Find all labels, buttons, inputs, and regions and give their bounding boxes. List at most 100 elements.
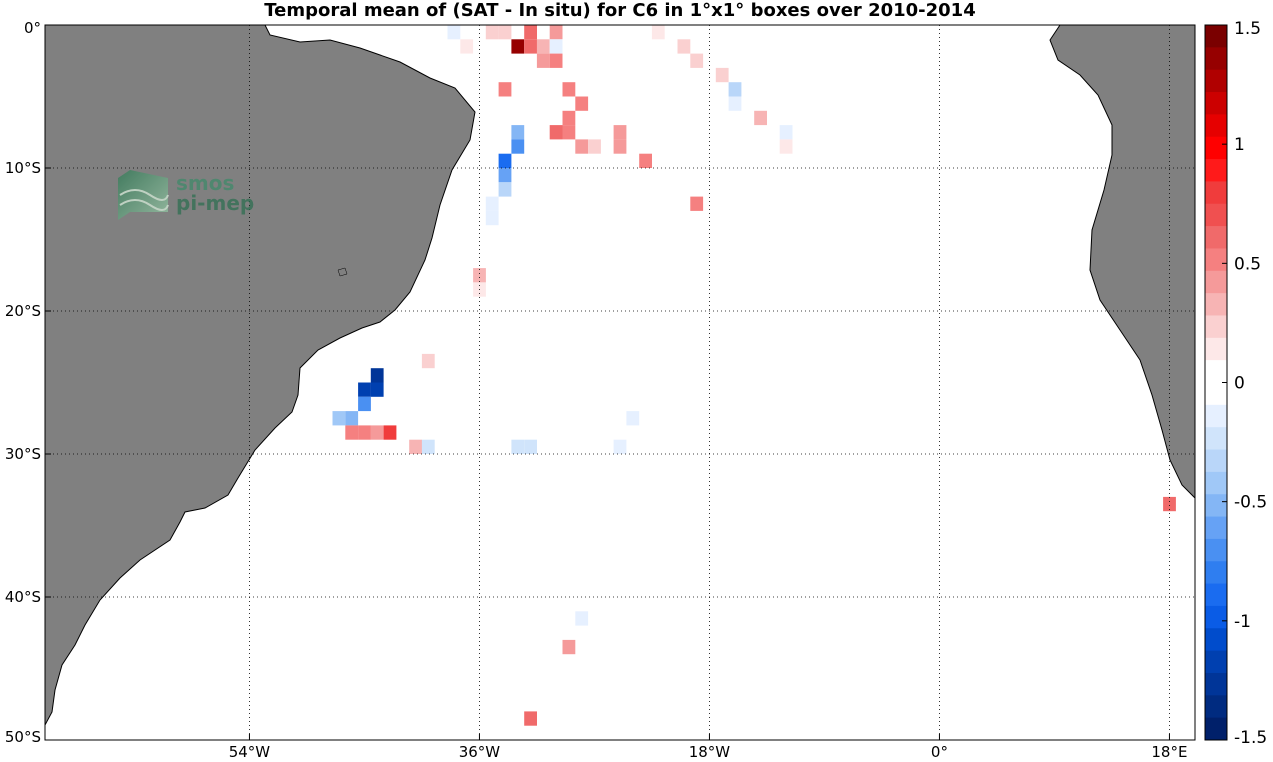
colorbar-tick-label: 0.5 [1234, 254, 1261, 274]
colorbar-tick-label: -1 [1234, 612, 1251, 632]
data-cell [536, 39, 550, 54]
colorbar-segment [1205, 270, 1227, 294]
data-cell [588, 139, 601, 154]
data-cell [690, 196, 704, 211]
data-cell [345, 411, 359, 426]
colorbar-segment [1205, 25, 1227, 48]
data-cell [677, 39, 691, 54]
data-cell [754, 110, 767, 126]
y-tick-label: 50°S [5, 728, 41, 746]
colorbar-segment [1205, 382, 1227, 406]
data-cell [575, 139, 589, 154]
y-tick-label: 40°S [5, 588, 41, 606]
colorbar-tick-label: 0 [1234, 374, 1245, 394]
data-cell [358, 425, 371, 440]
data-cell [779, 139, 793, 154]
data-cells [332, 25, 1176, 726]
colorbar-segment [1205, 337, 1227, 361]
colorbar-segment [1205, 672, 1227, 696]
data-cell [549, 53, 563, 68]
data-cell [562, 110, 576, 126]
data-cell [358, 396, 371, 412]
africa-landmass [1049, 25, 1195, 499]
colorbar-segment [1205, 650, 1227, 674]
y-tick-label: 20°S [5, 302, 41, 320]
data-cell [498, 153, 512, 168]
data-cell [728, 96, 742, 111]
logo-text-smos: smos [176, 171, 234, 195]
y-tick-label: 30°S [5, 445, 41, 463]
colorbar-segment [1205, 404, 1227, 428]
data-cell [421, 353, 435, 369]
data-cell [473, 268, 486, 283]
data-cell [728, 82, 742, 97]
colorbar-segment [1205, 159, 1227, 182]
data-cell [536, 53, 550, 68]
data-cell [498, 25, 512, 40]
colorbar-segment [1205, 516, 1227, 540]
colorbar-segment [1205, 92, 1227, 115]
data-cell [332, 411, 346, 426]
x-tick-label: 0° [931, 743, 948, 761]
data-cell [690, 53, 704, 68]
pi-mep-logo: smos pi-mep [118, 170, 254, 220]
data-cell [549, 25, 563, 40]
data-cell [562, 125, 576, 140]
data-cell [485, 210, 499, 226]
data-cell [575, 96, 589, 111]
logo-mark-icon [118, 170, 169, 220]
colorbar-segment [1205, 628, 1227, 652]
colorbar-segment [1205, 114, 1227, 138]
data-cell [715, 67, 729, 83]
colorbar-tick-label: -0.5 [1234, 493, 1267, 513]
data-cell [511, 139, 525, 154]
colorbar-segment [1205, 605, 1227, 629]
y-tick-label: 0° [24, 19, 41, 37]
y-axis-ticks: 0° 10°S 20°S 30°S 40°S 50°S [5, 19, 51, 746]
data-cell [613, 125, 627, 140]
colorbar-tick-label: -1.5 [1234, 728, 1267, 748]
x-tick-label: 54°W [229, 743, 271, 761]
colorbar-segment [1205, 471, 1227, 495]
colorbar-segment [1205, 360, 1227, 383]
colorbar-tick-label: 1 [1234, 135, 1245, 155]
colorbar-segment [1205, 538, 1227, 562]
colorbar [1205, 25, 1227, 741]
data-cell [524, 25, 537, 40]
data-cell [485, 196, 499, 211]
x-axis-ticks: 54°W 36°W 18°W 0° 18°E [229, 734, 1187, 761]
x-tick-label: 18°W [689, 743, 731, 761]
colorbar-segment [1205, 494, 1227, 518]
colorbar-segment [1205, 136, 1227, 160]
colorbar-segment [1205, 69, 1227, 93]
x-tick-label: 18°E [1151, 743, 1187, 761]
colorbar-segment [1205, 203, 1227, 227]
colorbar-segment [1205, 583, 1227, 607]
colorbar-segment [1205, 293, 1227, 316]
colorbar-segment [1205, 427, 1227, 451]
data-cell [460, 39, 474, 54]
data-cell [345, 425, 359, 440]
data-cell [626, 411, 640, 426]
colorbar-tick-label: 1.5 [1234, 19, 1261, 39]
data-cell [575, 611, 589, 626]
data-cell [383, 425, 397, 440]
data-cell [447, 25, 461, 40]
data-cell [485, 25, 499, 40]
data-cell [370, 368, 384, 383]
data-cell [409, 439, 422, 454]
data-cell [651, 25, 665, 40]
colorbar-segment [1205, 226, 1227, 249]
map-frame [44, 24, 1196, 741]
data-cell [524, 39, 537, 54]
data-cell [498, 168, 512, 183]
colorbar-ticks: 1.5 1 0.5 0 -0.5 -1 -1.5 [1222, 19, 1267, 748]
map-title: Temporal mean of (SAT - In situ) for C6 … [264, 0, 976, 21]
data-cell [524, 439, 537, 454]
data-cell [370, 382, 384, 397]
data-cell [358, 382, 371, 397]
colorbar-segment [1205, 695, 1227, 719]
colorbar-segment [1205, 561, 1227, 585]
data-cell [421, 439, 435, 454]
x-tick-label: 36°W [459, 743, 501, 761]
